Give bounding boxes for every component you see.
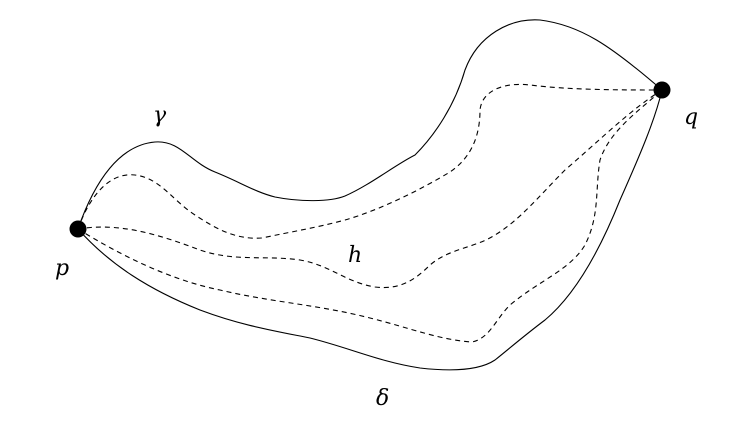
label-gamma: γ — [153, 103, 167, 128]
label-h: h — [348, 243, 362, 268]
label-q: q — [684, 105, 698, 130]
curve-delta — [77, 89, 663, 371]
homotopy-curve-3 — [77, 89, 663, 343]
homotopy-curve-h — [77, 89, 663, 289]
curve-gamma — [77, 19, 663, 230]
homotopy-curve-1 — [77, 83, 663, 239]
label-p: p — [55, 256, 69, 281]
label-delta: δ — [376, 386, 389, 411]
point-q — [653, 81, 671, 99]
point-p — [69, 220, 87, 238]
